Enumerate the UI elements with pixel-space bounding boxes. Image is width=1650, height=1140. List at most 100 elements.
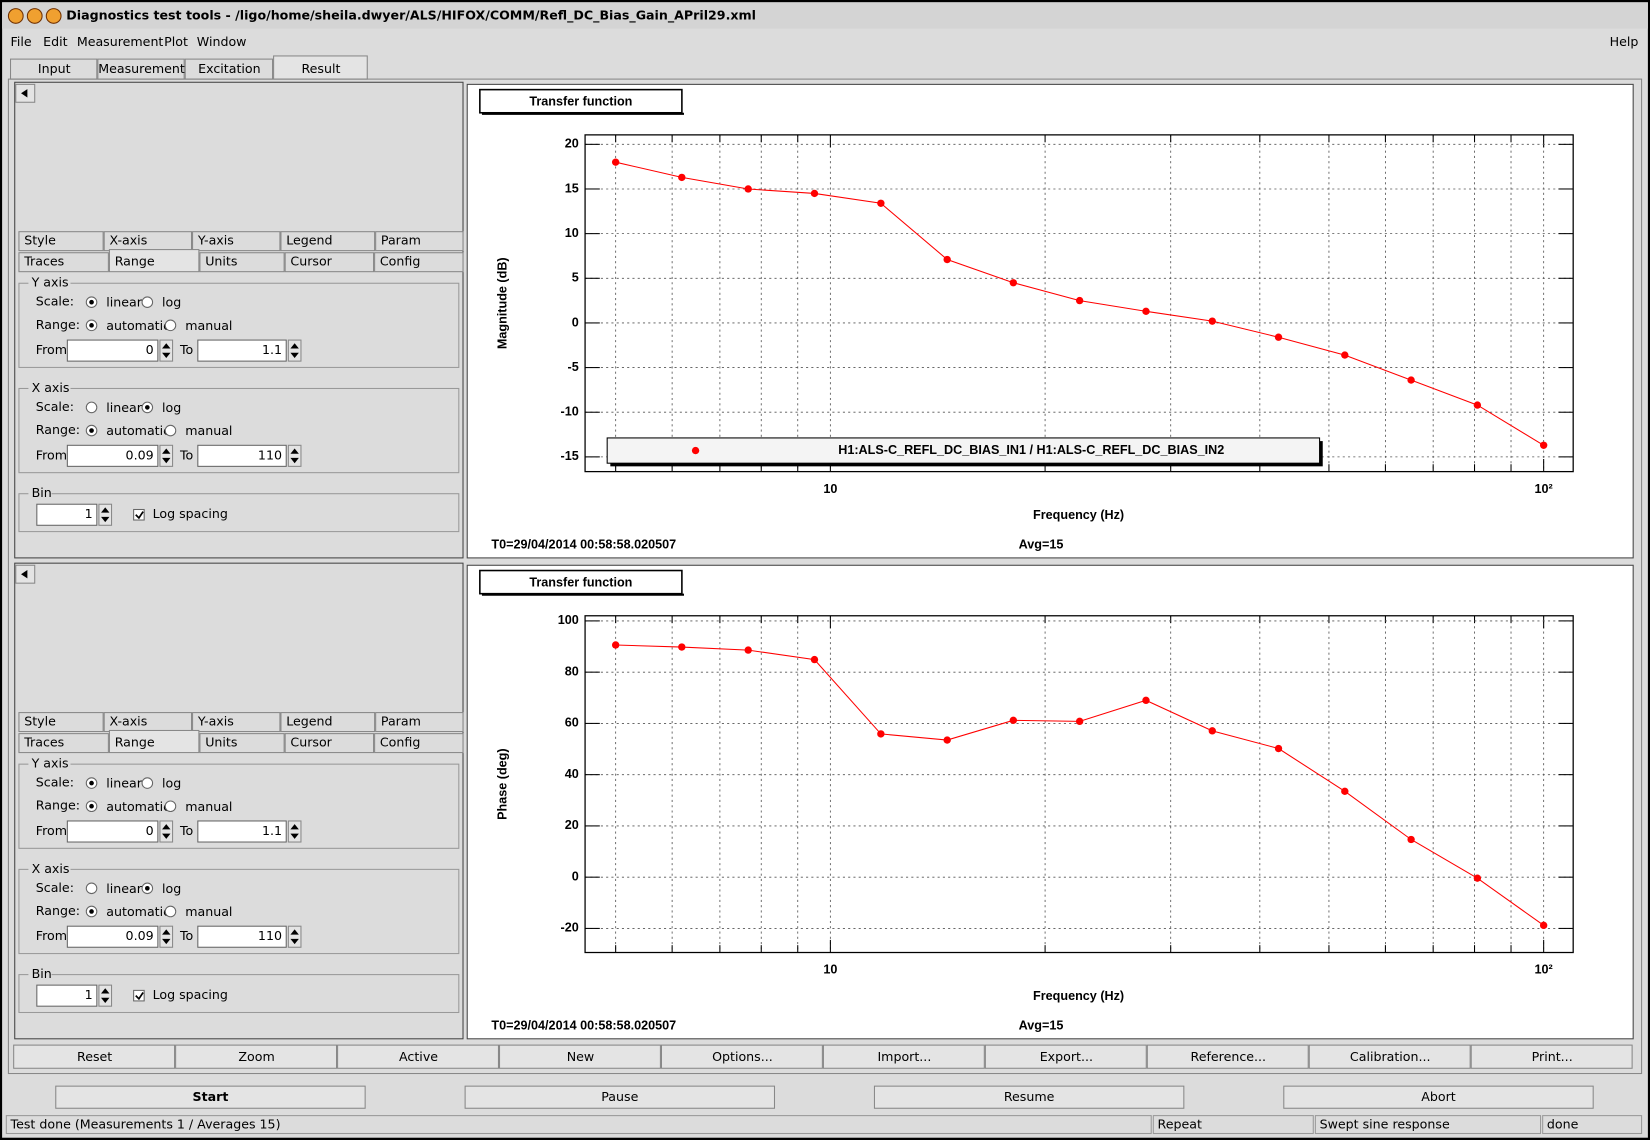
command-button[interactable] [984,1044,1147,1069]
radio-dot [89,780,94,786]
menu-item[interactable]: Window [197,34,247,49]
spinner-arrows [162,343,171,358]
data-point [1274,744,1283,753]
radio-button[interactable] [85,882,98,895]
input-field[interactable] [36,984,98,1007]
panel-tab[interactable] [374,733,464,754]
window-control[interactable] [45,8,62,24]
radio-label: log [162,400,181,415]
command-button[interactable] [660,1044,823,1069]
menu-item[interactable]: Plot [164,34,188,49]
radio-button[interactable] [164,319,177,332]
spinner[interactable] [287,925,302,948]
group-title: X axis [32,380,70,395]
field-label: To [179,823,194,838]
field-label: From [36,342,67,357]
radio-button[interactable] [85,401,98,414]
run-button[interactable] [464,1085,776,1109]
menu-item[interactable]: File [11,34,32,49]
input-value: 1 [85,987,93,1002]
data-point [1274,333,1283,341]
panel-tab[interactable] [280,712,376,733]
command-button[interactable] [822,1044,985,1069]
checkbox[interactable] [133,508,145,521]
spinner[interactable] [287,820,302,843]
input-field[interactable] [197,925,287,948]
input-field[interactable] [66,925,159,948]
panel-tab[interactable] [375,231,464,252]
window-control[interactable] [7,8,24,24]
run-button[interactable] [873,1085,1185,1109]
command-button[interactable] [498,1044,661,1069]
command-button[interactable] [1146,1044,1309,1069]
panel-tab[interactable] [284,252,375,273]
radio-button[interactable] [141,777,154,789]
panel-tab[interactable] [280,231,376,252]
input-field[interactable] [66,339,159,362]
checkbox[interactable] [133,989,145,1002]
input-field[interactable] [66,820,159,843]
spinner[interactable] [98,503,113,526]
radio-button[interactable] [164,800,177,813]
radio-button[interactable] [164,905,177,918]
panel-tab[interactable] [108,249,200,273]
radio-label: automatic [106,318,170,333]
panel-tab-label: Style [24,233,56,248]
run-button[interactable] [55,1085,366,1109]
group-title-bg [28,276,71,290]
x-tick-label: 10 [823,963,837,977]
spinner-arrows [290,343,299,358]
command-button[interactable] [1308,1044,1471,1069]
spinner[interactable] [287,444,302,467]
command-button[interactable] [1470,1044,1633,1069]
panel-tab[interactable] [18,252,109,273]
tab-label: Excitation [198,61,260,76]
command-button[interactable] [175,1044,338,1069]
command-button[interactable] [337,1044,499,1069]
spinner[interactable] [287,339,302,362]
y-tick-label: 0 [572,315,579,329]
collapse-arrow [21,89,28,98]
x-axis-title: Frequency (Hz) [1033,508,1124,522]
command-button[interactable] [13,1044,176,1069]
panel-tab-label: Range [115,735,155,750]
panel-tab[interactable] [18,712,104,733]
radio-label: linear [106,295,142,310]
panel-tab[interactable] [192,712,281,733]
command-button-label: Reset [77,1049,112,1064]
input-field[interactable] [197,444,287,467]
status-text: Swept sine response [1320,1117,1450,1132]
input-field[interactable] [197,339,287,362]
window-control[interactable] [26,8,43,24]
panel-tab[interactable] [192,231,281,252]
spinner[interactable] [159,925,174,948]
y-tick-label: 20 [565,818,579,832]
panel-tab[interactable] [374,252,464,273]
panel-tab[interactable] [375,712,464,733]
spinner[interactable] [98,984,113,1007]
panel-tab-label: Config [380,254,420,269]
input-field[interactable] [36,503,98,526]
input-field[interactable] [197,820,287,843]
panel-tab[interactable] [284,733,375,754]
panel-tab-label: Traces [23,735,64,750]
radio-dot [89,299,94,305]
menu-item[interactable]: Measurement [77,34,164,49]
panel-tab[interactable] [199,733,285,754]
spinner-arrows [162,824,171,839]
menu-item[interactable]: Edit [43,34,67,49]
group-title: Y axis [31,756,69,771]
y-tick-label: 80 [565,664,579,678]
radio-button[interactable] [141,296,154,308]
menu-help[interactable]: Help [1610,34,1639,49]
panel-tab[interactable] [18,733,109,754]
run-button[interactable] [1283,1085,1594,1109]
spinner[interactable] [159,820,174,843]
spinner[interactable] [159,339,174,362]
panel-tab[interactable] [18,231,104,252]
input-field[interactable] [66,444,159,467]
spinner[interactable] [159,444,174,467]
radio-button[interactable] [164,424,177,437]
panel-tab[interactable] [108,729,200,754]
panel-tab[interactable] [199,252,285,273]
